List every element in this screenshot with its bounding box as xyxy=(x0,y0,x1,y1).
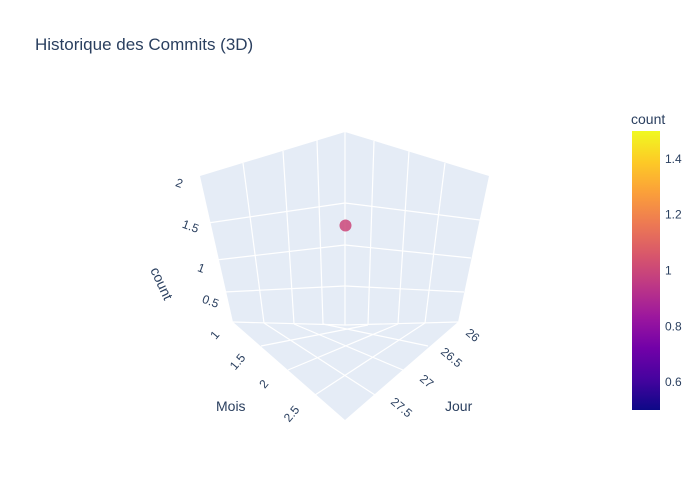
x-tick-label: 26.5 xyxy=(438,345,465,371)
x-tick-label: 26 xyxy=(463,326,482,346)
colorbar-tick-label: 1.4 xyxy=(665,152,682,166)
y-tick-label: 1 xyxy=(207,328,222,342)
colorbar-tick-label: 1 xyxy=(665,264,672,278)
colorbar-tick-label: 0.8 xyxy=(665,319,682,333)
grid-lines xyxy=(207,132,481,396)
y-tick-label: 1.5 xyxy=(227,351,249,373)
z-axis-ticks: 2 1.5 1 0.5 xyxy=(174,175,221,311)
z-axis-title: count xyxy=(147,265,176,303)
y-axis-title: Mois xyxy=(216,398,246,414)
chart-title: Historique des Commits (3D) xyxy=(35,35,253,54)
z-tick-label: 2 xyxy=(174,175,185,191)
colorbar-ticks: 0.6 0.8 1 1.2 1.4 xyxy=(665,152,682,389)
x-tick-label: 27.5 xyxy=(388,395,415,421)
y-tick-label: 2.5 xyxy=(281,403,303,425)
z-tick-label: 1.5 xyxy=(180,217,201,236)
x-tick-label: 27 xyxy=(417,372,436,392)
floor-pane xyxy=(233,322,458,420)
colorbar-gradient xyxy=(632,131,660,410)
back-right-wall xyxy=(345,132,489,325)
y-tick-label: 2 xyxy=(256,377,271,391)
z-tick-label: 1 xyxy=(196,260,207,276)
colorbar: count 0.6 0.8 1 1.2 1.4 xyxy=(631,111,682,410)
data-point[interactable] xyxy=(339,219,352,232)
back-left-wall xyxy=(200,132,345,325)
colorbar-tick-label: 1.2 xyxy=(665,208,682,222)
colorbar-tick-label: 0.6 xyxy=(665,375,682,389)
x-axis-title: Jour xyxy=(445,398,473,414)
colorbar-title: count xyxy=(631,111,665,127)
3d-scene[interactable]: 2 1.5 1 0.5 count 1 1.5 2 2.5 Mois 26 26… xyxy=(147,132,489,425)
z-tick-label: 0.5 xyxy=(200,292,221,311)
points-layer xyxy=(339,219,352,232)
